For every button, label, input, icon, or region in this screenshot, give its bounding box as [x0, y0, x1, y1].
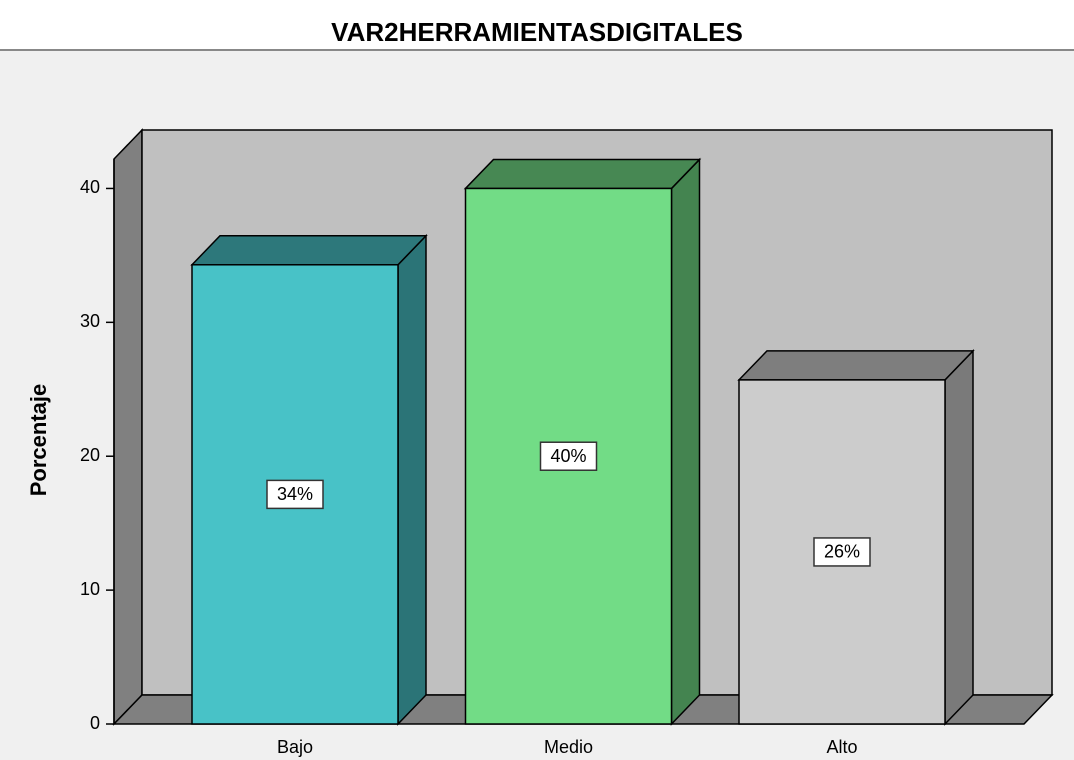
y-axis-label: Porcentaje: [26, 384, 51, 497]
value-label: 34%: [277, 484, 313, 504]
bar-top: [737, 350, 975, 381]
y-tick-label: 10: [80, 579, 100, 599]
value-label-box: [539, 441, 598, 471]
title-area: [0, 0, 1074, 50]
bar-side: [397, 233, 427, 726]
y-tick-label: 40: [80, 177, 100, 197]
x-tick-label: Medio: [544, 737, 593, 757]
x-tick-label: Alto: [826, 737, 857, 757]
value-label: 40%: [550, 446, 586, 466]
bar-side: [670, 157, 701, 726]
y-tick-label: 20: [80, 445, 100, 465]
value-label-box: [813, 537, 871, 567]
bar-top: [463, 158, 702, 190]
bar-top: [190, 235, 428, 266]
x-tick-label: Bajo: [277, 737, 313, 757]
chart-title: VAR2HERRAMIENTASDIGITALES: [331, 17, 743, 47]
bar-side: [944, 349, 974, 726]
value-label-box: [266, 479, 324, 510]
y-tick-label: 0: [90, 713, 100, 733]
y-tick-label: 30: [80, 311, 100, 331]
value-label: 26%: [824, 542, 860, 562]
side-wall: [113, 128, 143, 726]
